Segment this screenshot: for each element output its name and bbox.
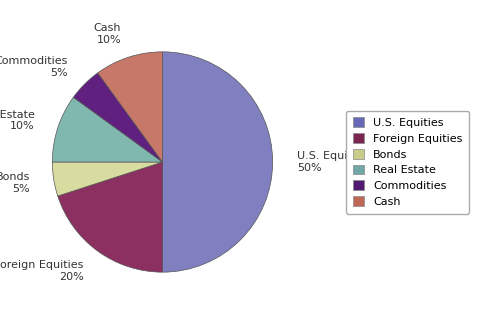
Wedge shape	[162, 52, 272, 272]
Wedge shape	[52, 97, 162, 162]
Wedge shape	[74, 73, 162, 162]
Text: Commodities
5%: Commodities 5%	[0, 56, 68, 78]
Wedge shape	[58, 162, 162, 272]
Text: U.S. Equities
50%: U.S. Equities 50%	[297, 151, 368, 173]
Wedge shape	[52, 162, 162, 196]
Text: Bonds
5%: Bonds 5%	[0, 172, 30, 194]
Text: Foreign Equities
20%: Foreign Equities 20%	[0, 260, 84, 282]
Text: Real Estate
10%: Real Estate 10%	[0, 110, 34, 131]
Wedge shape	[98, 52, 162, 162]
Text: Cash
10%: Cash 10%	[94, 23, 121, 45]
Legend: U.S. Equities, Foreign Equities, Bonds, Real Estate, Commodities, Cash: U.S. Equities, Foreign Equities, Bonds, …	[346, 110, 469, 214]
